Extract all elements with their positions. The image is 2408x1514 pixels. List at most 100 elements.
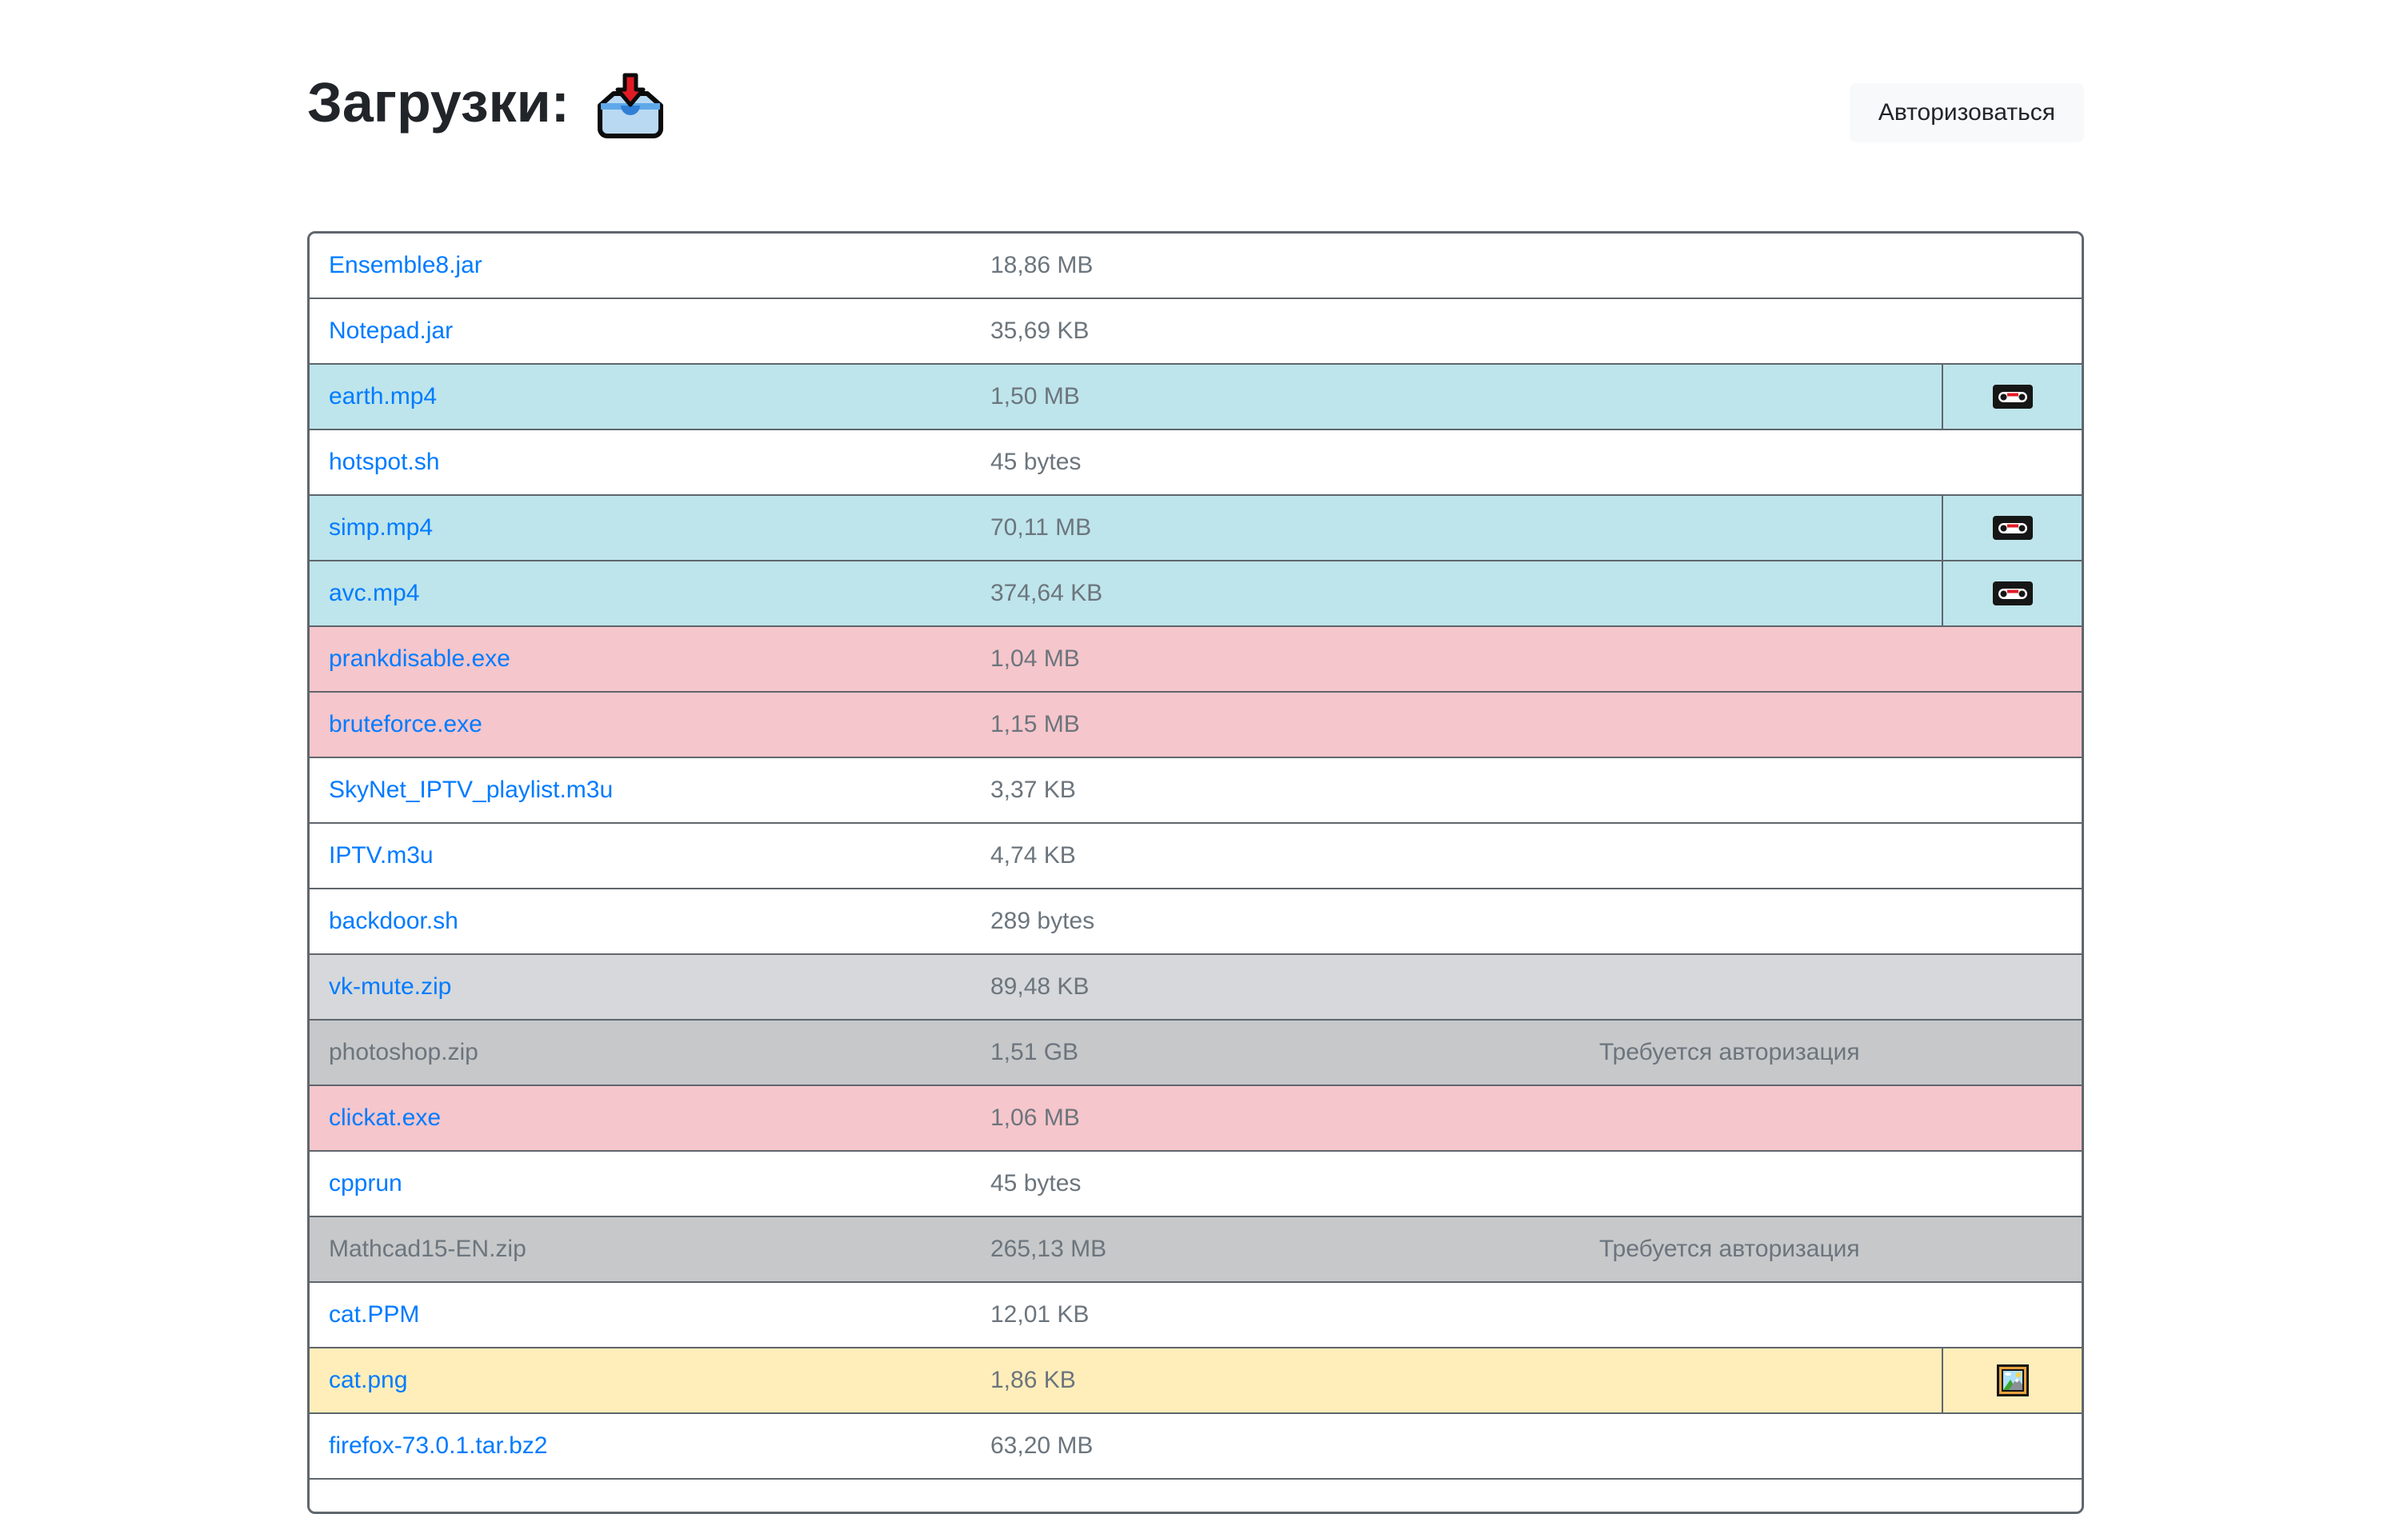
table-row: cpprun 45 bytes [310,1152,2082,1217]
framed-picture-icon [1996,1364,2029,1396]
file-size-cell: 374,64 KB [971,580,1580,607]
table-row: simp.mp4 70,11 MB [310,496,2082,561]
table-row: Notepad.jar 35,69 KB [310,299,2082,365]
file-link[interactable]: firefox-73.0.1.tar.bz2 [329,1432,548,1459]
file-link: Mathcad15-EN.zip [329,1236,526,1262]
file-size: 45 bytes [990,1170,1082,1196]
table-row: Ensemble8.jar 18,86 MB [310,234,2082,299]
file-link[interactable]: simp.mp4 [329,514,434,541]
file-size-cell: 4,74 KB [971,842,1580,869]
file-size: 265,13 MB [990,1236,1107,1262]
file-name-cell: cat.png [310,1367,971,1394]
file-link[interactable]: prankdisable.exe [329,645,510,672]
table-row: prankdisable.exe 1,04 MB [310,627,2082,693]
file-link[interactable]: cpprun [329,1170,402,1196]
partial-next-row [310,1480,2082,1512]
file-link[interactable]: avc.mp4 [329,580,420,606]
file-name-cell: prankdisable.exe [310,645,971,673]
preview-cell[interactable] [1942,496,2082,560]
file-name-cell: cat.PPM [310,1301,971,1328]
file-table: Ensemble8.jar 18,86 MB Notepad.jar 35,69… [307,231,2084,1514]
file-size: 1,04 MB [990,645,1080,672]
file-size: 35,69 KB [990,318,1090,344]
file-size-cell: 1,04 MB [971,645,1580,673]
file-size: 1,86 KB [990,1367,1076,1393]
file-size: 4,74 KB [990,842,1076,869]
videocassette-icon [1992,516,2033,540]
file-link[interactable]: clickat.exe [329,1105,442,1131]
page-title: Загрузки: [307,64,669,141]
preview-cell[interactable] [1942,1348,2082,1412]
file-size: 1,51 GB [990,1039,1079,1065]
file-table-body: Ensemble8.jar 18,86 MB Notepad.jar 35,69… [310,234,2082,1480]
table-row: earth.mp4 1,50 MB [310,365,2082,430]
table-row: SkyNet_IPTV_playlist.m3u 3,37 KB [310,758,2082,824]
file-link[interactable]: IPTV.m3u [329,842,434,869]
table-row: firefox-73.0.1.tar.bz2 63,20 MB [310,1414,2082,1480]
table-row: cat.PPM 12,01 KB [310,1283,2082,1348]
file-size-cell: 1,15 MB [971,711,1580,738]
file-link[interactable]: cat.png [329,1367,408,1393]
file-link[interactable]: earth.mp4 [329,383,438,409]
file-name-cell: Ensemble8.jar [310,252,971,279]
file-size-cell: 1,50 MB [971,383,1580,410]
file-size: 289 bytes [990,908,1095,934]
file-size: 89,48 KB [990,973,1090,1000]
file-size-cell: 3,37 KB [971,777,1580,804]
videocassette-icon [1992,581,2033,605]
table-row: backdoor.sh 289 bytes [310,889,2082,955]
file-link[interactable]: Notepad.jar [329,318,454,344]
file-name-cell: simp.mp4 [310,514,971,541]
file-name-cell: photoshop.zip [310,1039,971,1066]
file-size-cell: 1,51 GB [971,1039,1580,1066]
file-name-cell: Notepad.jar [310,318,971,345]
file-size-cell: 45 bytes [971,449,1580,476]
file-size-cell: 289 bytes [971,908,1580,935]
file-link[interactable]: vk-mute.zip [329,973,452,1000]
file-status-cell: Требуется авторизация [1580,1039,2082,1066]
file-link[interactable]: hotspot.sh [329,449,440,475]
videocassette-icon [1992,385,2033,409]
file-size: 1,50 MB [990,383,1080,409]
file-size-cell: 1,06 MB [971,1105,1580,1132]
preview-cell[interactable] [1942,561,2082,625]
file-size-cell: 12,01 KB [971,1301,1580,1328]
table-row: photoshop.zip 1,51 GB Требуется авториза… [310,1021,2082,1086]
preview-cell[interactable] [1942,365,2082,429]
file-link[interactable]: bruteforce.exe [329,711,482,737]
file-name-cell: backdoor.sh [310,908,971,935]
file-name-cell: clickat.exe [310,1105,971,1132]
file-name-cell: firefox-73.0.1.tar.bz2 [310,1432,971,1460]
file-name-cell: avc.mp4 [310,580,971,607]
file-link[interactable]: cat.PPM [329,1301,420,1328]
file-size: 63,20 MB [990,1432,1094,1459]
file-size-cell: 35,69 KB [971,318,1580,345]
file-size: 1,15 MB [990,711,1080,737]
file-size: 45 bytes [990,449,1082,475]
table-row: cat.png 1,86 KB [310,1348,2082,1414]
file-size-cell: 265,13 MB [971,1236,1580,1263]
file-size-cell: 70,11 MB [971,514,1580,541]
file-status-cell: Требуется авторизация [1580,1236,2082,1263]
file-name-cell: cpprun [310,1170,971,1197]
table-row: Mathcad15-EN.zip 265,13 MB Требуется авт… [310,1217,2082,1283]
file-size: 374,64 KB [990,580,1103,606]
file-name-cell: Mathcad15-EN.zip [310,1236,971,1263]
file-size: 70,11 MB [990,514,1092,541]
file-name-cell: IPTV.m3u [310,842,971,869]
table-row: bruteforce.exe 1,15 MB [310,693,2082,758]
file-name-cell: bruteforce.exe [310,711,971,738]
file-size: 1,06 MB [990,1105,1080,1131]
authorize-button[interactable]: Авторизоваться [1849,83,2084,142]
table-row: clickat.exe 1,06 MB [310,1086,2082,1152]
file-link[interactable]: SkyNet_IPTV_playlist.m3u [329,777,614,803]
table-row: vk-mute.zip 89,48 KB [310,955,2082,1021]
file-link[interactable]: backdoor.sh [329,908,458,934]
table-row: IPTV.m3u 4,74 KB [310,824,2082,889]
inbox-tray-icon [592,64,669,141]
file-size: 18,86 MB [990,252,1094,278]
file-name-cell: SkyNet_IPTV_playlist.m3u [310,777,971,804]
file-name-cell: vk-mute.zip [310,973,971,1001]
table-row: hotspot.sh 45 bytes [310,430,2082,496]
file-link[interactable]: Ensemble8.jar [329,252,482,278]
